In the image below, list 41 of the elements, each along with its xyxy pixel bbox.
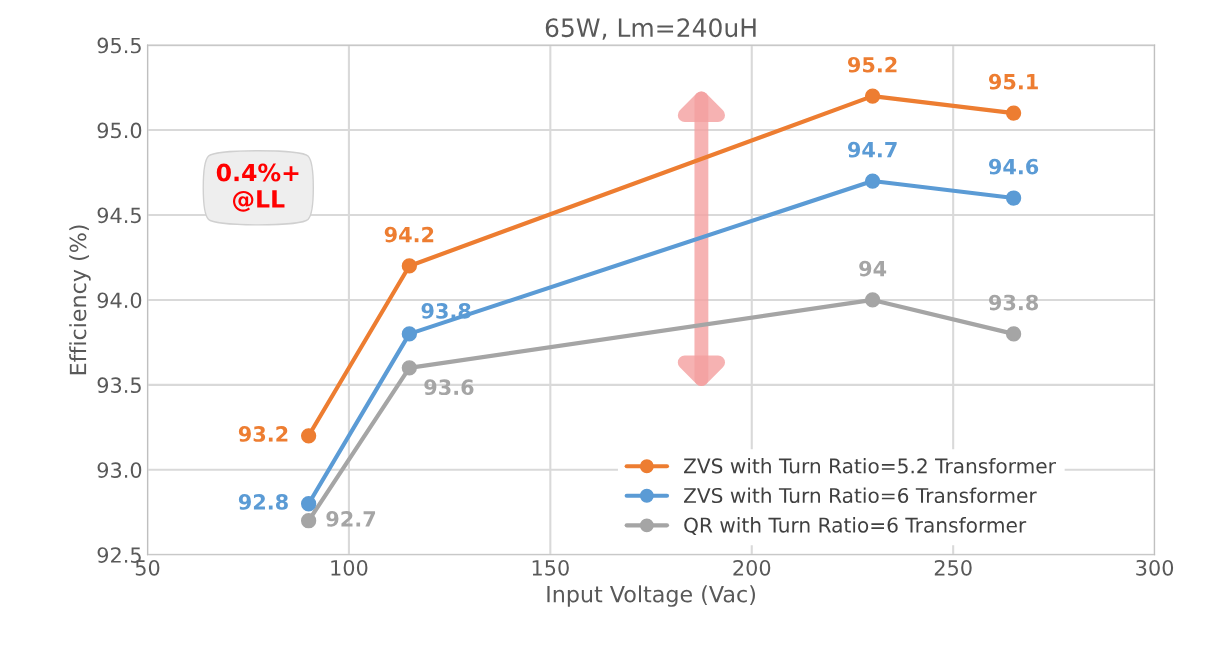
point: [864, 292, 881, 308]
y-tick-label: 94.5: [97, 207, 141, 224]
y-tick-label: 94.0: [97, 292, 142, 309]
point: [1005, 190, 1022, 206]
point: [864, 173, 881, 189]
legend-label: ZVS with Turn Ratio=5.2 Transformer: [683, 457, 1056, 474]
x-tick-label: 300: [1136, 559, 1174, 576]
point: [300, 513, 317, 529]
y-tick-label: 95.5: [97, 37, 141, 54]
point: [401, 326, 417, 342]
point: [401, 360, 417, 376]
data-label: 93.6: [424, 379, 474, 396]
point: [1005, 326, 1022, 342]
annotation: 0.4%+ @LL: [216, 163, 299, 212]
x-tick-label: 250: [934, 559, 972, 576]
data-label: 93.2: [238, 426, 288, 442]
point: [401, 258, 417, 274]
data-label: 94: [859, 260, 887, 277]
y-tick-label: 93.5: [97, 377, 141, 394]
data-label: 94.6: [988, 158, 1039, 175]
y-axis-title: Efficiency (%): [69, 225, 91, 375]
data-label: 93.8: [988, 294, 1039, 311]
x-axis-title: Input Voltage (Vac): [547, 585, 755, 607]
chart-title: 65W, Lm=240uH: [545, 18, 756, 40]
x-tick-label: 200: [733, 559, 771, 576]
legend-label: QR with Turn Ratio=6 Transformer: [684, 517, 1027, 535]
data-label: 95.2: [847, 56, 897, 73]
point: [300, 428, 317, 444]
x-tick-label: 100: [331, 559, 368, 576]
legend-label: ZVS with Turn Ratio=6 Transformer: [683, 487, 1037, 504]
data-label: 94.7: [847, 141, 897, 158]
data-label: 92.7: [326, 511, 376, 527]
y-tick-label: 93.0: [97, 462, 142, 478]
data-label: 94.2: [384, 226, 434, 243]
x-tick-label: 150: [532, 559, 569, 576]
data-label: 92.8: [238, 494, 288, 510]
point: [1005, 105, 1022, 121]
point: [300, 496, 317, 512]
data-label: 95.1: [988, 73, 1038, 90]
y-tick-label: 95.0: [97, 122, 142, 139]
point: [864, 88, 881, 104]
